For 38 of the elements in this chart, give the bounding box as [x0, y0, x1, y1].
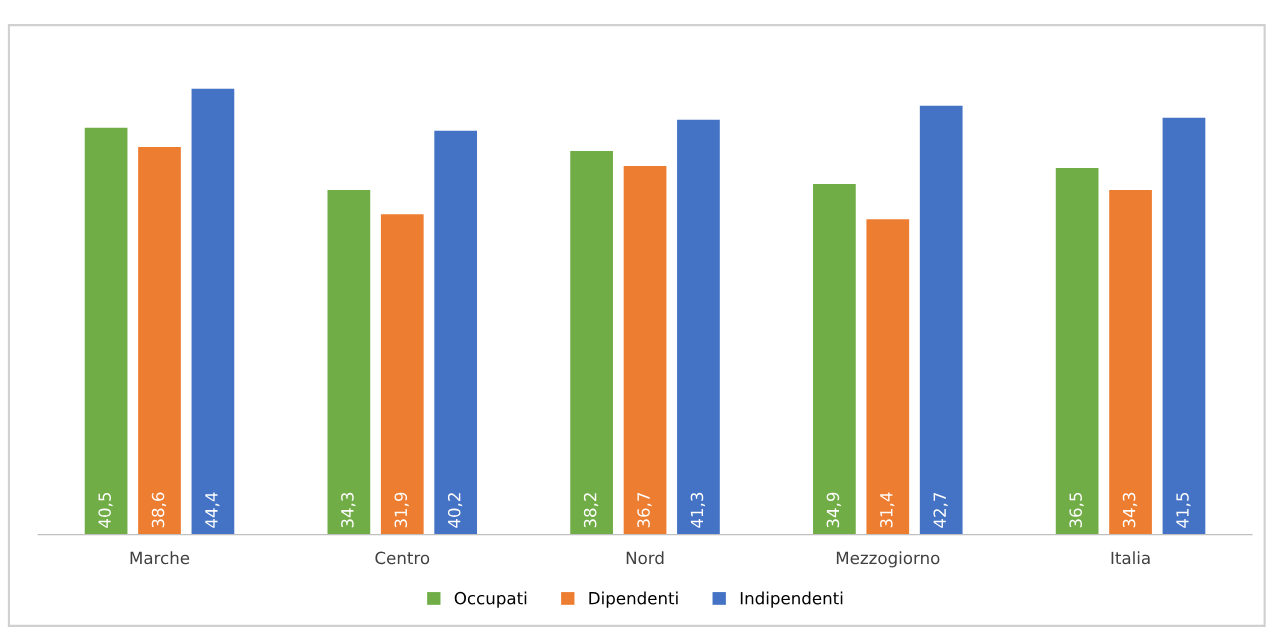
- data-label: 31,4: [880, 492, 895, 528]
- bar: [138, 146, 181, 535]
- data-label: 38,6: [151, 492, 167, 528]
- x-tick-label: Mezzogiorno: [836, 551, 940, 568]
- data-label: 40,2: [447, 493, 463, 528]
- legend-label: Dipendenti: [589, 591, 678, 608]
- x-tick-label: Nord: [626, 551, 664, 565]
- bar: [191, 88, 235, 535]
- bar: [623, 165, 667, 535]
- legend-label: Occupati: [454, 591, 527, 608]
- data-label: 34,3: [1122, 492, 1138, 528]
- bar: [866, 219, 910, 535]
- legend-label: Indipendenti: [740, 591, 843, 608]
- data-label: 31,9: [394, 492, 409, 528]
- data-label: 34,3: [341, 492, 356, 528]
- x-tick-label: Centro: [375, 551, 430, 565]
- bar: [813, 184, 856, 535]
- bar: [570, 150, 613, 535]
- bar: [677, 119, 720, 535]
- bar: [1109, 190, 1152, 535]
- bar: [434, 130, 478, 535]
- x-tick-label: Marche: [130, 551, 190, 565]
- x-tick-label: Italia: [1111, 551, 1150, 565]
- bar: [919, 105, 963, 535]
- data-label: 36,5: [1069, 492, 1084, 528]
- data-label: 41,3: [690, 492, 705, 528]
- bar: [84, 127, 128, 535]
- bar: [327, 190, 371, 535]
- data-label: 44,4: [205, 492, 220, 528]
- data-label: 41,5: [1176, 492, 1191, 528]
- data-label: 42,7: [933, 492, 948, 528]
- data-label: 38,2: [583, 493, 599, 528]
- bar: [380, 214, 424, 535]
- bar: [1162, 117, 1206, 535]
- data-label: 40,5: [98, 492, 113, 528]
- bar: [1055, 167, 1099, 535]
- data-label: 34,9: [826, 492, 841, 528]
- data-label: 36,7: [637, 492, 652, 528]
